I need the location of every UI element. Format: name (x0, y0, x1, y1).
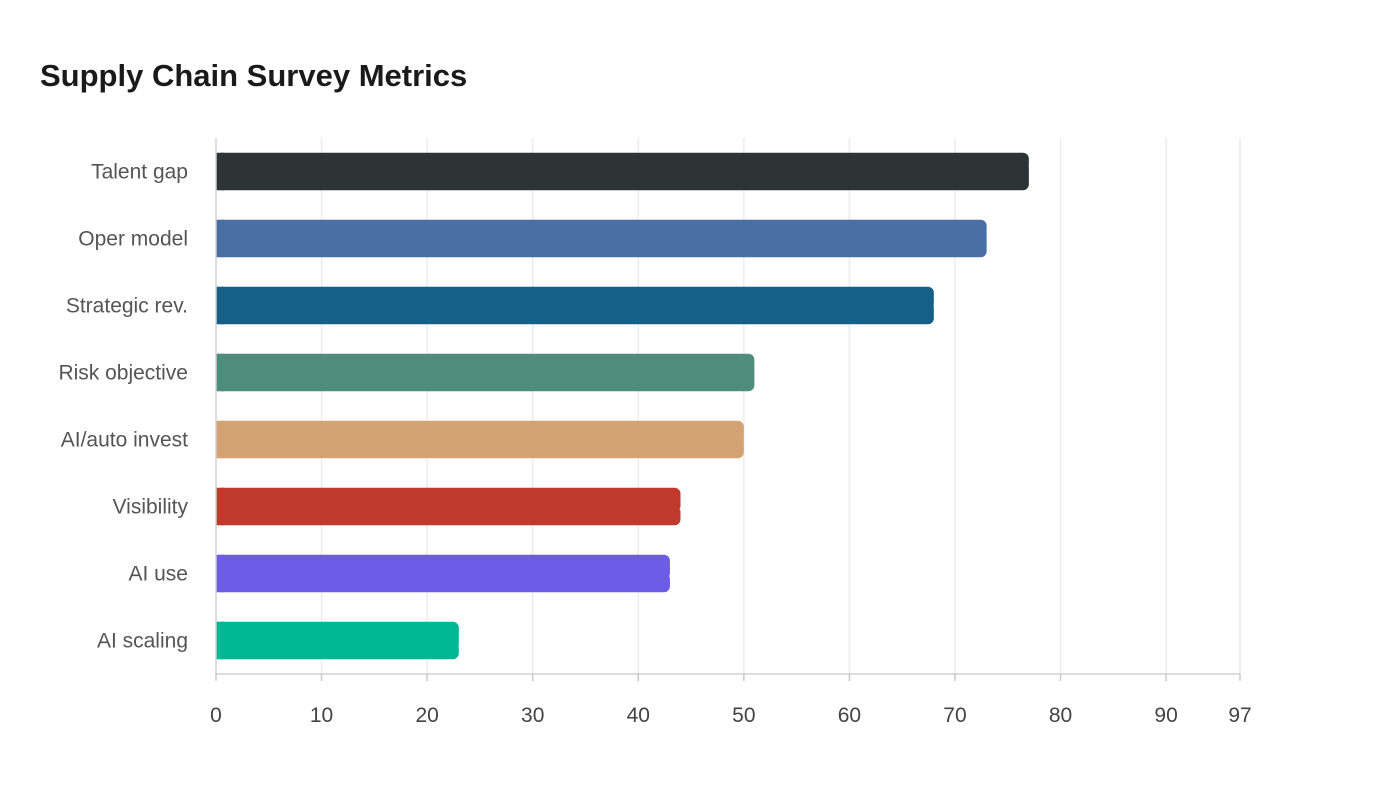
x-tick-label-8: 80 (1049, 704, 1072, 727)
bar-base-4 (216, 420, 224, 459)
bar-5 (216, 487, 681, 526)
x-tick-label-5: 50 (732, 704, 755, 727)
category-label-6: AI use (128, 563, 188, 586)
value-label-6: 4 (669, 563, 681, 586)
bar-2 (216, 286, 934, 325)
bar-base-1 (216, 219, 224, 258)
x-tick-label-1: 10 (310, 704, 333, 727)
bar-base-6 (216, 554, 224, 593)
value-label-0: 7 (1028, 161, 1040, 184)
category-label-4: AI/auto invest (61, 429, 188, 452)
x-tick-label-10: 97 (1228, 704, 1251, 727)
bar-0 (216, 152, 1029, 191)
x-tick-label-9: 90 (1154, 704, 1177, 727)
category-label-2: Strategic rev. (66, 295, 188, 318)
x-tick-label-0: 0 (210, 704, 222, 727)
x-tick-label-3: 30 (521, 704, 544, 727)
value-label-4: 5 (743, 429, 755, 452)
bars: 7 7 6 5 5 4 4 2 (216, 152, 1040, 660)
bar-4 (216, 420, 744, 459)
bar-base-7 (216, 621, 224, 660)
bar-1 (216, 219, 987, 258)
category-label-5: Visibility (113, 496, 189, 519)
x-tick-label-7: 70 (943, 704, 966, 727)
x-tick-label-6: 60 (838, 704, 861, 727)
value-label-1: 7 (986, 228, 998, 251)
bar-base-5 (216, 487, 224, 526)
bar-base-2 (216, 286, 224, 325)
bar-base-3 (216, 353, 224, 392)
value-label-5: 4 (679, 496, 691, 519)
category-label-0: Talent gap (91, 161, 188, 184)
bar-base-0 (216, 152, 224, 191)
value-label-2: 6 (933, 295, 945, 318)
value-label-3: 5 (753, 362, 765, 385)
bar-6 (216, 554, 670, 593)
axes: 0 10 20 30 40 50 60 70 80 90 97 Talent gap Oper mode… (58, 138, 1252, 727)
grid-lines (320, 138, 1241, 674)
bar-3 (216, 353, 755, 392)
category-label-1: Oper model (78, 228, 188, 251)
x-tick-label-4: 40 (627, 704, 650, 727)
chart-title: Supply Chain Survey Metrics (40, 58, 468, 93)
category-label-3: Risk objective (58, 362, 188, 385)
bar-7 (216, 621, 459, 660)
x-tick-label-2: 20 (415, 704, 438, 727)
value-label-7: 2 (458, 630, 470, 653)
category-label-7: AI scaling (97, 630, 188, 653)
